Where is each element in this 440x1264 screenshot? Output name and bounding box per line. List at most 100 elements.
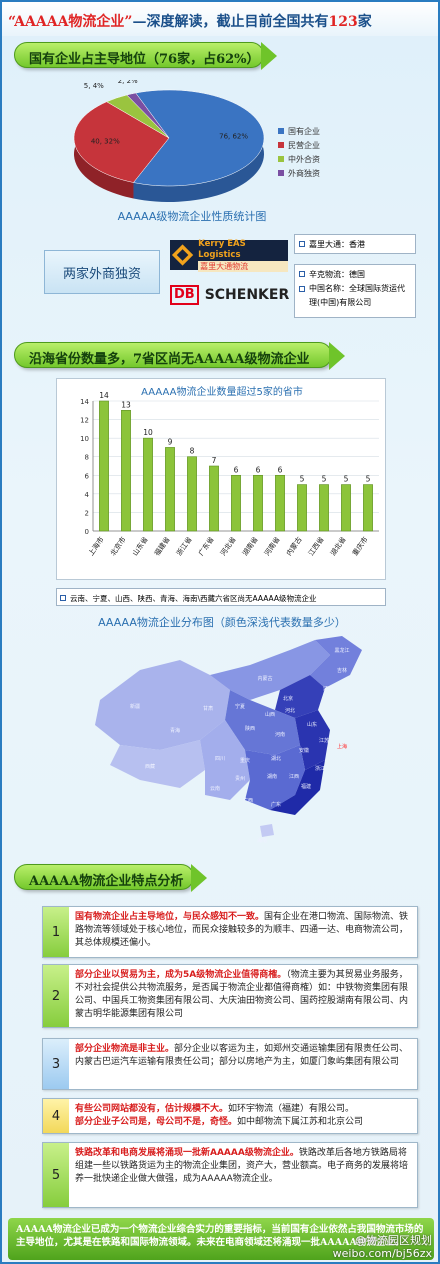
bar-data-label: 13 (121, 400, 131, 409)
bar (231, 474, 241, 532)
bar-ytick-label: 10 (80, 435, 89, 443)
bar-data-label: 6 (234, 465, 239, 474)
feature-text: （物流主要为其贸易业务服务，不对社会提供公共物流服务，是否属于物流企业都值得商榷… (75, 970, 409, 1019)
map-province-label: 广西 (243, 797, 253, 804)
page-title: “AAAAA物流企业”—深度解读，截止目前全国共有123家 (2, 2, 438, 36)
feature-number: 5 (43, 1143, 69, 1207)
map-province-label: 广东 (271, 801, 281, 808)
map-caption: AAAAA物流企业分布图（颜色深浅代表数量多少） (98, 616, 346, 629)
bar-category-label: 重庆市 (350, 535, 369, 557)
bar (143, 437, 153, 532)
bar (297, 484, 307, 532)
watermark-weibo-url: weibo.com/bj56zx (332, 1247, 432, 1260)
map-region-west (95, 660, 230, 750)
bar-category-label: 北京市 (108, 535, 127, 557)
bar-category-label: 河北省 (218, 535, 237, 557)
map-province-label: 贵州 (235, 775, 245, 782)
bar-ytick-label: 8 (85, 454, 89, 462)
bar-footnote: 云南、宁夏、山西、陕西、青海、海南\西藏六省区尚无AAAAA级物流企业 (56, 588, 386, 606)
map-province-label: 青海 (170, 727, 180, 734)
feature-text: 国有企业在港口物流、国际物流、铁路物流等领域处于核心地位，而民众接触较多的为顺丰… (75, 912, 409, 948)
bar-data-label: 9 (168, 437, 173, 446)
map-province-label: 重庆 (240, 757, 250, 764)
bar-category-label: 湖南省 (240, 535, 259, 557)
pie-legend-item: 民营企业 (278, 138, 358, 152)
pie-data-label: 76, 62% (219, 132, 248, 140)
legend-label: 民营企业 (288, 140, 320, 150)
map-province-label: 四川 (215, 756, 225, 762)
map-province-label: 上海 (337, 743, 347, 750)
bar (99, 400, 109, 532)
map-province-label: 河南 (275, 731, 285, 738)
legend-swatch (278, 128, 284, 134)
bar-chart: AAAAA物流企业数量超过5家的省市 0 2 4 6 8 10 12 14 14 上海市 13 北京市 1… (80, 385, 379, 557)
map-province-label: 甘肃 (203, 705, 213, 712)
pie-data-label: 2, 2% (118, 80, 138, 85)
feature-highlight: 部分企业物流是非主业。 (75, 1044, 175, 1054)
bar-data-label: 6 (278, 465, 283, 474)
note-text: 中国名称：全球国际货运代理(中国)有限公司 (309, 284, 405, 307)
bar-data-label: 5 (344, 475, 349, 484)
title-unit: 家 (357, 14, 372, 30)
kerry-cn: 嘉里大通物流 (198, 260, 288, 272)
feature-card-3: 3 部分企业物流是非主业。部分企业以客运为主，如郑州交通运输集团有限责任公司、内… (42, 1038, 418, 1090)
map-province-label: 安徽 (299, 747, 309, 754)
section-header-features: AAAAA物流企业特点分析 (14, 864, 207, 892)
legend-swatch (278, 142, 284, 148)
bar-ytick-label: 0 (85, 528, 89, 536)
legend-swatch (278, 170, 284, 176)
feature-card-4: 4 有些公司网站都没有，估计规模不大。如环宇物流（福建）有限公司。 部分企业子公… (42, 1098, 418, 1134)
pie-data-label: 5, 4% (84, 82, 104, 90)
bar-ytick-label: 14 (80, 398, 89, 406)
map-region-inner-mongolia (210, 640, 330, 700)
bar-data-label: 14 (99, 391, 109, 400)
feature-card-2: 2 部分企业以贸易为主，成为5A级物流企业值得商榷。（物流主要为其贸易业务服务，… (42, 964, 418, 1028)
bar-category-label: 浙江省 (174, 535, 193, 557)
feature-number: 4 (43, 1099, 69, 1133)
legend-swatch (278, 156, 284, 162)
map-province-label: 浙江 (315, 765, 325, 772)
map-province-label: 宁夏 (235, 703, 245, 710)
bar-ytick-label: 2 (85, 509, 89, 517)
db-logo: DB (170, 285, 199, 305)
feature-text: 铁路改革后各地方铁路局将组建一些以铁路货运为主的物流企业集团，资产大，营业额高。… (75, 1148, 409, 1184)
bar (319, 484, 329, 532)
bar-ytick-label: 12 (80, 417, 89, 425)
feature-text: 如环宇物流（福建）有限公司。 (228, 1104, 355, 1114)
legend-label: 国有企业 (288, 126, 320, 136)
map-province-label: 河北 (285, 707, 295, 714)
bar (165, 447, 175, 532)
schenker-logo: DB SCHENKER (170, 282, 290, 308)
note-bullet (299, 271, 305, 277)
map-region-southeast (270, 760, 325, 815)
map-province-label: 黑龙江 (334, 647, 349, 654)
bar (187, 456, 197, 532)
note-text: 辛克物流：德国 (309, 270, 365, 279)
bar-category-label: 内蒙古 (284, 535, 303, 557)
watermark-weibo-name: @物流园区规划 (355, 1234, 432, 1247)
bar (363, 484, 373, 532)
bar-category-label: 福建省 (152, 535, 171, 557)
feature-highlight: 铁路改革和电商发展将涌现一批新AAAAA级物流企业。 (75, 1148, 299, 1158)
map-province-label: 湖南 (267, 773, 277, 780)
bar-chart-panel: AAAAA物流企业数量超过5家的省市 0 2 4 6 8 10 12 14 14 上海市 13 北京市 1… (56, 378, 386, 580)
map-province-label: 北京 (283, 695, 293, 702)
bar-data-label: 7 (212, 456, 217, 465)
bar (209, 465, 219, 532)
map-region-hainan (260, 824, 274, 837)
schenker-name: SCHENKER (204, 287, 290, 303)
map-province-label: 湖北 (271, 755, 281, 762)
bar-category-label: 江西省 (306, 535, 325, 557)
feature-number: 1 (43, 907, 69, 957)
map-province-label: 福建 (301, 783, 311, 790)
map-province-label: 江苏 (319, 737, 329, 744)
bar-category-label: 河南省 (262, 535, 281, 557)
pie-data-label: 40, 32% (91, 137, 120, 145)
kerry-name: Kerry EAS Logistics (198, 238, 246, 260)
section-header-ownership: 国有企业占主导地位（76家，占62%） (14, 42, 277, 70)
bar (121, 409, 131, 532)
map-province-label: 山西 (265, 711, 275, 718)
feature-card-5: 5 铁路改革和电商发展将涌现一批新AAAAA级物流企业。铁路改革后各地方铁路局将… (42, 1142, 418, 1208)
title-quote: “AAAAA物流企业” (8, 14, 133, 30)
